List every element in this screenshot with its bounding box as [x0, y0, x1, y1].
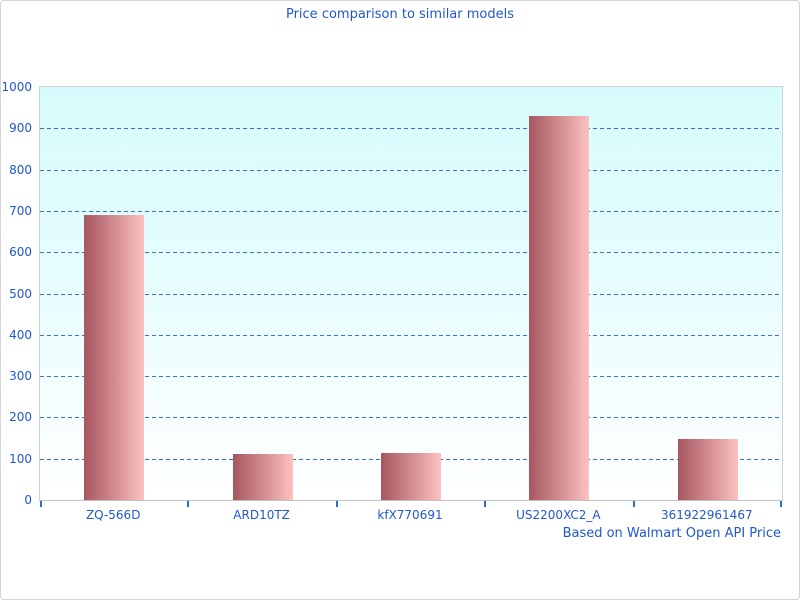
y-tick-label: 400	[9, 327, 32, 342]
x-category-label: US2200XC2_A	[516, 508, 601, 522]
x-category-label: ZQ-566D	[85, 508, 141, 522]
plot-area	[39, 86, 783, 507]
gridline	[40, 128, 782, 130]
x-axis-tick	[40, 501, 42, 507]
y-tick-label: 0	[24, 493, 32, 507]
chart-footer-note: Based on Walmart Open API Price	[562, 526, 781, 541]
x-axis-tick	[484, 501, 487, 507]
gridline	[40, 293, 782, 295]
y-tick-label: 200	[9, 410, 32, 425]
bar-361922961467	[677, 438, 738, 500]
bar-kfX770691	[381, 452, 441, 500]
x-axis-tick	[187, 501, 190, 507]
gridline	[40, 417, 782, 419]
x-axis-tick	[632, 501, 635, 507]
x-category-label: 361922961467	[660, 508, 753, 522]
x-axis-labels: ZQ-566D ARD10TZ kfX770691 US2200XC2_A 361922…	[39, 508, 783, 526]
x-axis-tick	[335, 501, 338, 507]
gridline	[40, 376, 782, 378]
y-axis-labels: 0 100 200 300 400 500 600 700 800 900 1000	[1, 80, 32, 507]
y-tick-label: 1000	[1, 80, 32, 94]
x-category-label: ARD10TZ	[233, 508, 290, 522]
gridline	[40, 334, 782, 336]
bar-ZQ-566D	[84, 215, 145, 500]
gridline	[40, 252, 782, 254]
y-tick-label: 900	[9, 121, 32, 136]
y-tick-label: 800	[9, 162, 32, 177]
y-tick-label: 100	[9, 451, 32, 466]
x-axis-tick	[780, 501, 782, 507]
x-category-label: kfX770691	[377, 508, 443, 522]
y-tick-label: 500	[9, 286, 32, 301]
bar-ARD10TZ	[232, 453, 293, 500]
y-tick-label: 700	[9, 203, 32, 218]
chart-title: Price comparison to similar models	[285, 7, 515, 22]
bar-US2200XC2_A	[529, 115, 590, 500]
y-tick-label: 600	[9, 245, 32, 260]
gridline	[40, 210, 782, 212]
gridline	[40, 169, 782, 171]
y-tick-label: 300	[9, 369, 32, 384]
